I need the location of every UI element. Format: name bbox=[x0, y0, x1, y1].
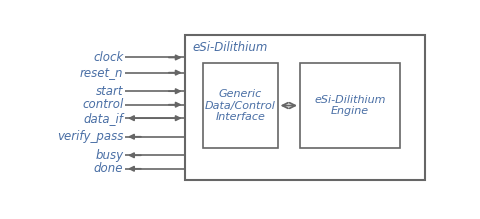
Bar bbox=[203, 63, 277, 148]
Text: reset_n: reset_n bbox=[80, 66, 123, 79]
Text: busy: busy bbox=[95, 149, 123, 162]
Text: eSi-Dilithium: eSi-Dilithium bbox=[192, 41, 267, 55]
Text: data_if: data_if bbox=[84, 112, 123, 125]
Text: done: done bbox=[94, 162, 123, 175]
Text: clock: clock bbox=[93, 51, 123, 64]
Text: verify_pass: verify_pass bbox=[57, 130, 123, 143]
Bar bbox=[185, 35, 424, 180]
Text: eSi-Dilithium
Engine: eSi-Dilithium Engine bbox=[314, 95, 386, 116]
Text: Generic
Data/Control
Interface: Generic Data/Control Interface bbox=[205, 89, 276, 122]
Text: start: start bbox=[96, 85, 123, 98]
Bar bbox=[300, 63, 400, 148]
Text: control: control bbox=[82, 98, 123, 111]
